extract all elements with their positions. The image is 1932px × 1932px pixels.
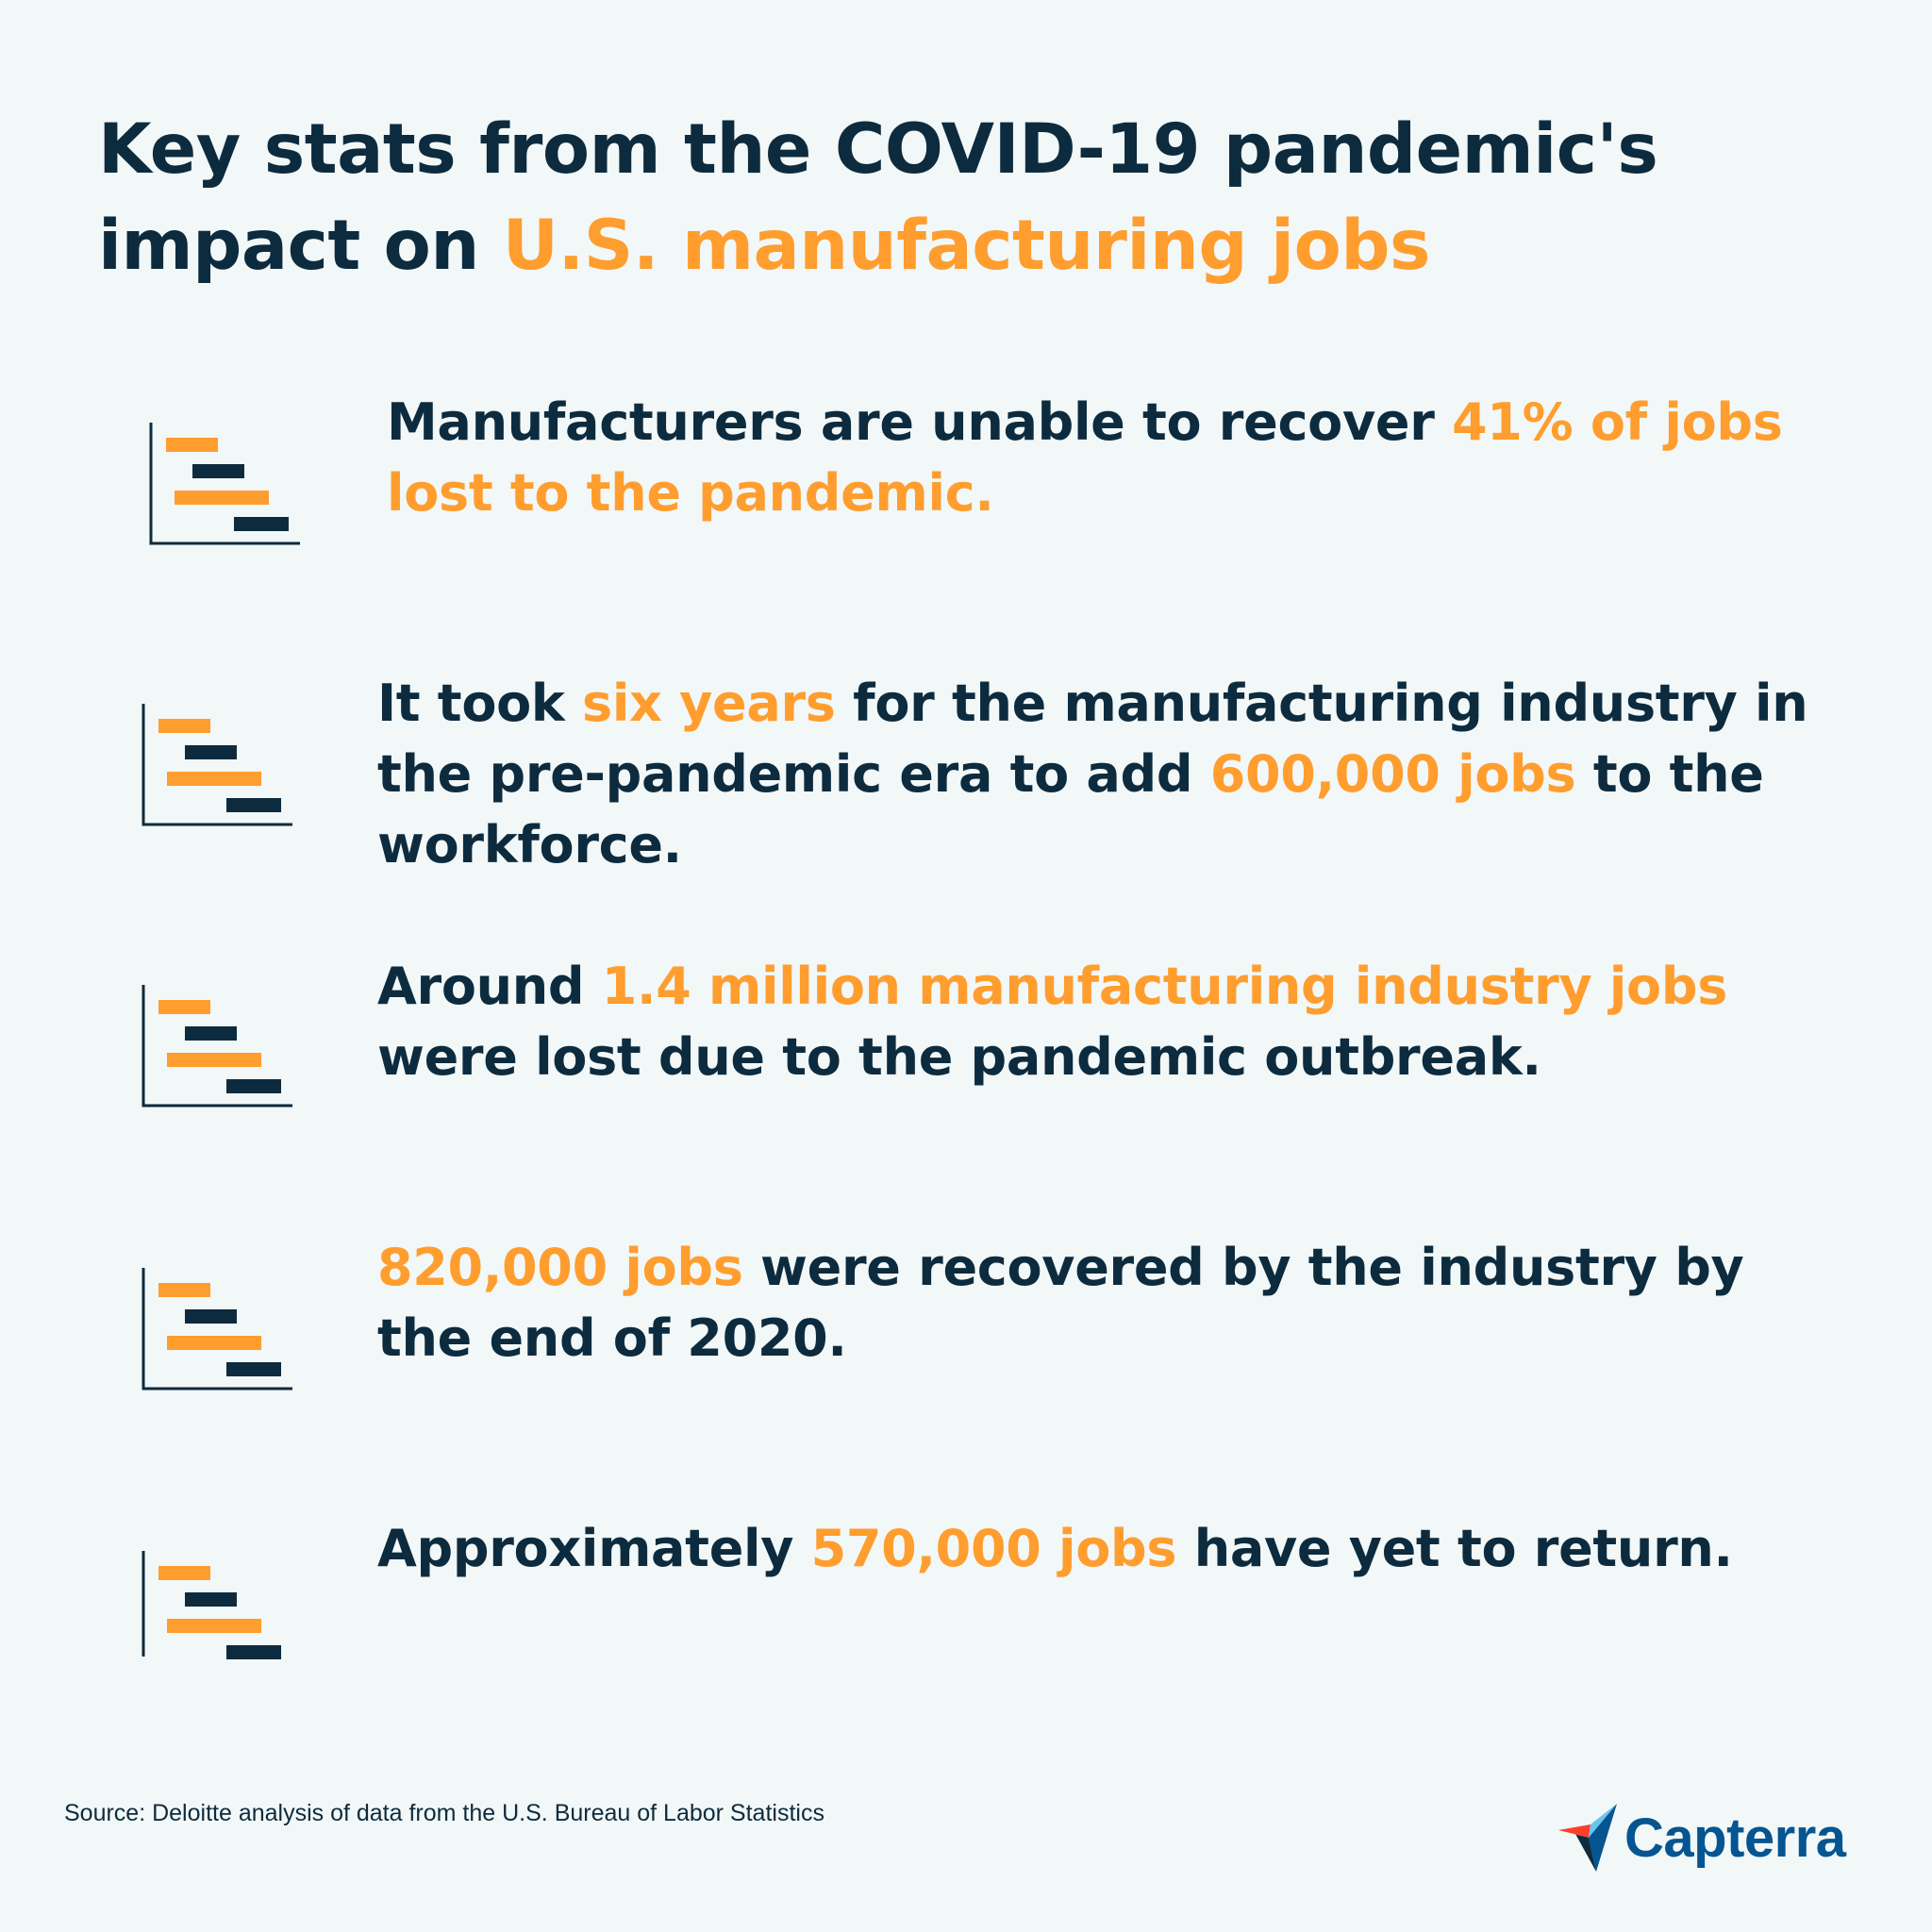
stat-5-text-b: have yet to return. bbox=[1176, 1519, 1733, 1578]
stat-1-highlight: 41% of jobs lost to the pandemic. bbox=[387, 392, 1783, 523]
stat-2-text-b: for the manufacturing industry in the pr… bbox=[377, 674, 1808, 804]
stat-2-text-c: to the workforce. bbox=[377, 744, 1764, 874]
gantt-chart-icon bbox=[149, 423, 300, 545]
capterra-logo: Capterra bbox=[1555, 1800, 1875, 1875]
stat-2-highlight-a: six years bbox=[582, 674, 836, 733]
capterra-wordmark: Capterra bbox=[1624, 1807, 1846, 1869]
stat-2-text-a: It took bbox=[377, 674, 583, 733]
stat-3: Around 1.4 million manufacturing industr… bbox=[377, 951, 1849, 1092]
title-highlight: U.S. manufacturing jobs bbox=[502, 206, 1431, 286]
stat-5: Approximately 570,000 jobs have yet to r… bbox=[377, 1513, 1849, 1584]
stat-5-highlight: 570,000 jobs bbox=[810, 1519, 1177, 1578]
gantt-chart-icon bbox=[142, 985, 292, 1108]
gantt-chart-icon bbox=[142, 704, 292, 826]
stat-3-highlight: 1.4 million manufacturing industry jobs bbox=[601, 957, 1728, 1016]
source-note: Source: Deloitte analysis of data from t… bbox=[64, 1800, 824, 1826]
stat-4: 820,000 jobs were recovered by the indus… bbox=[377, 1232, 1811, 1374]
title-line-1: Key stats from the COVID-19 pandemic's bbox=[98, 109, 1658, 190]
stat-3-text-b: were lost due to the pandemic outbreak. bbox=[377, 1027, 1541, 1087]
stat-1-text: Manufacturers are unable to recover bbox=[387, 392, 1453, 452]
stat-1: Manufacturers are unable to recover 41% … bbox=[387, 387, 1840, 528]
stat-3-text-a: Around bbox=[377, 957, 602, 1016]
page-title: Key stats from the COVID-19 pandemic's i… bbox=[98, 102, 1853, 294]
stat-2-highlight-b: 600,000 jobs bbox=[1209, 744, 1576, 804]
stat-5-text-a: Approximately bbox=[377, 1519, 811, 1578]
stat-4-highlight: 820,000 jobs bbox=[377, 1238, 743, 1297]
stat-2: It took six years for the manufacturing … bbox=[377, 668, 1811, 880]
gantt-chart-icon bbox=[142, 1551, 281, 1659]
title-line-2-prefix: impact on bbox=[98, 206, 503, 286]
capterra-arrow-logo-icon bbox=[1558, 1804, 1617, 1872]
stat-4-text: were recovered by the industry by the en… bbox=[377, 1238, 1744, 1368]
gantt-chart-icon bbox=[142, 1268, 292, 1391]
